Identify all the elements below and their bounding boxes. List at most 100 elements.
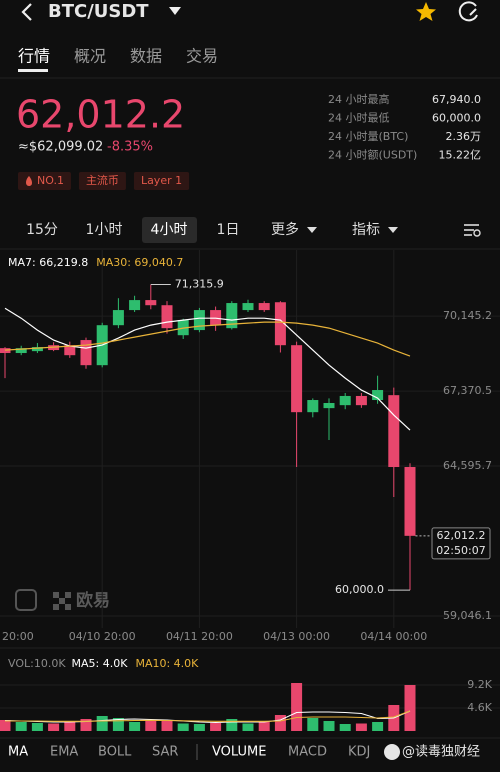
indicator-tab[interactable]: MACD: [288, 745, 327, 760]
volume-bar: [291, 683, 303, 731]
stat-value: 60,000.0: [432, 112, 481, 125]
legend-entry: MA10: 4.0K: [135, 657, 199, 670]
fire-icon: [26, 176, 32, 186]
more-dropdown[interactable]: [307, 227, 317, 233]
volume-bar: [274, 715, 286, 731]
volume-title: VOL:10.0K: [8, 657, 66, 670]
interval[interactable]: 15分: [26, 222, 58, 238]
candle-body: [242, 303, 254, 311]
x-tick-label: 20:00: [2, 630, 34, 643]
tag: NO.1: [18, 172, 71, 190]
stat-label: 24 小时最低: [328, 112, 390, 125]
indicator-tab[interactable]: KDJ: [348, 745, 370, 760]
logo-square: [53, 592, 59, 598]
volume-bar: [323, 721, 335, 731]
tab[interactable]: 概况: [74, 47, 106, 66]
indicator-tabs: MA EMA BOLL SAR VOLUME MACD KDJ: [8, 745, 370, 760]
refresh-icon[interactable]: [458, 1, 478, 22]
indicator-tab[interactable]: SAR: [152, 745, 178, 760]
pair-dropdown[interactable]: [169, 7, 181, 15]
x-tick-label: 04/13 00:00: [263, 630, 330, 643]
y-tick-label: 59,046.1: [443, 609, 492, 622]
low-annotation: 60,000.0: [335, 583, 384, 596]
legend-entry: MA5: 4.0K: [72, 657, 129, 670]
interval-selected: [142, 217, 197, 243]
indicator-tab[interactable]: BOLL: [98, 745, 132, 760]
watermark: @读毒独财经: [402, 745, 480, 760]
candle-body: [291, 345, 303, 413]
volume-bar: [226, 719, 238, 731]
stat-label: 24 小时额(USDT): [328, 149, 417, 162]
watermark-icon: [384, 744, 400, 760]
tab[interactable]: 行情: [18, 47, 50, 66]
volume-bar: [193, 724, 205, 731]
candle-body: [145, 300, 157, 306]
y-tick-label: 64,595.7: [443, 459, 492, 472]
high-annotation: 71,315.9: [175, 278, 224, 291]
indicator-dropdown[interactable]: [388, 227, 398, 233]
volume-bar: [112, 718, 124, 731]
indicator-tab[interactable]: MA: [8, 745, 28, 760]
tag: 主流币: [78, 172, 126, 190]
candle-body: [274, 302, 286, 346]
usd-price: ≈$62,099.02: [18, 140, 103, 155]
candle-body: [80, 340, 92, 366]
y-tick-label: 70,145.2: [443, 309, 492, 322]
interval[interactable]: 指标: [352, 222, 380, 238]
pair-title[interactable]: BTC/USDT: [48, 1, 149, 22]
stat-value: 67,940.0: [432, 93, 481, 106]
favorite-star[interactable]: [416, 2, 436, 21]
logo-square: [65, 604, 71, 610]
interval[interactable]: 1小时: [86, 222, 123, 238]
settings-icon[interactable]: [464, 224, 481, 237]
candle-body: [161, 305, 173, 329]
tag-box: [18, 172, 71, 190]
legend-entry: MA30: 69,040.7: [96, 256, 183, 269]
interval[interactable]: 更多: [271, 221, 299, 238]
settings-dot: [473, 229, 481, 237]
volume-bar: [339, 724, 351, 731]
back-button[interactable]: [21, 3, 32, 21]
volume-bar: [96, 716, 108, 731]
last-price-label: 62,012.2: [437, 529, 486, 542]
tag-label: Layer 1: [141, 174, 182, 187]
stat-label: 24 小时量(BTC): [328, 130, 408, 143]
volume-bar: [0, 720, 11, 731]
indicator-tab[interactable]: VOLUME: [212, 745, 266, 760]
tag-label: NO.1: [37, 174, 64, 187]
logo-mark: [53, 592, 71, 610]
tab[interactable]: 数据: [130, 47, 162, 66]
tag: Layer 1: [133, 172, 190, 190]
refresh-icon-arrow: [469, 8, 477, 16]
candle-body: [112, 310, 124, 326]
candle-body: [258, 303, 270, 311]
candle-body: [339, 395, 351, 406]
volume-ma-line: [5, 710, 411, 722]
stats: 24 小时最高 67,940.0 24 小时最低 60,000.0 24 小时量(BTC…: [328, 92, 481, 162]
volume-bar: [404, 685, 416, 731]
candle-body: [64, 345, 76, 356]
volume-bar: [64, 721, 76, 731]
interval[interactable]: 4小时: [151, 222, 188, 238]
candle-body: [404, 467, 416, 536]
stat-value: 15.22亿: [439, 149, 482, 162]
candle-body: [193, 310, 205, 331]
fullscreen-icon[interactable]: [15, 589, 37, 611]
tab-underline: [18, 69, 48, 72]
y-tick-label: 4.6K: [467, 701, 492, 714]
volume-bar: [145, 720, 157, 731]
y-tick-label: 67,370.5: [443, 384, 492, 397]
tag-box: [78, 172, 126, 190]
volume-bar: [258, 722, 270, 731]
volume-bar: [129, 722, 141, 731]
logo-square: [53, 604, 59, 610]
stat-label: 24 小时最高: [328, 92, 390, 106]
tag-label: 主流币: [86, 173, 119, 187]
volume-bar: [372, 722, 384, 731]
tags: NO.1 主流币 Layer 1: [18, 172, 190, 190]
tab[interactable]: 交易: [186, 47, 218, 66]
interval[interactable]: 1日: [217, 222, 240, 238]
indicator-tab[interactable]: EMA: [50, 745, 78, 760]
